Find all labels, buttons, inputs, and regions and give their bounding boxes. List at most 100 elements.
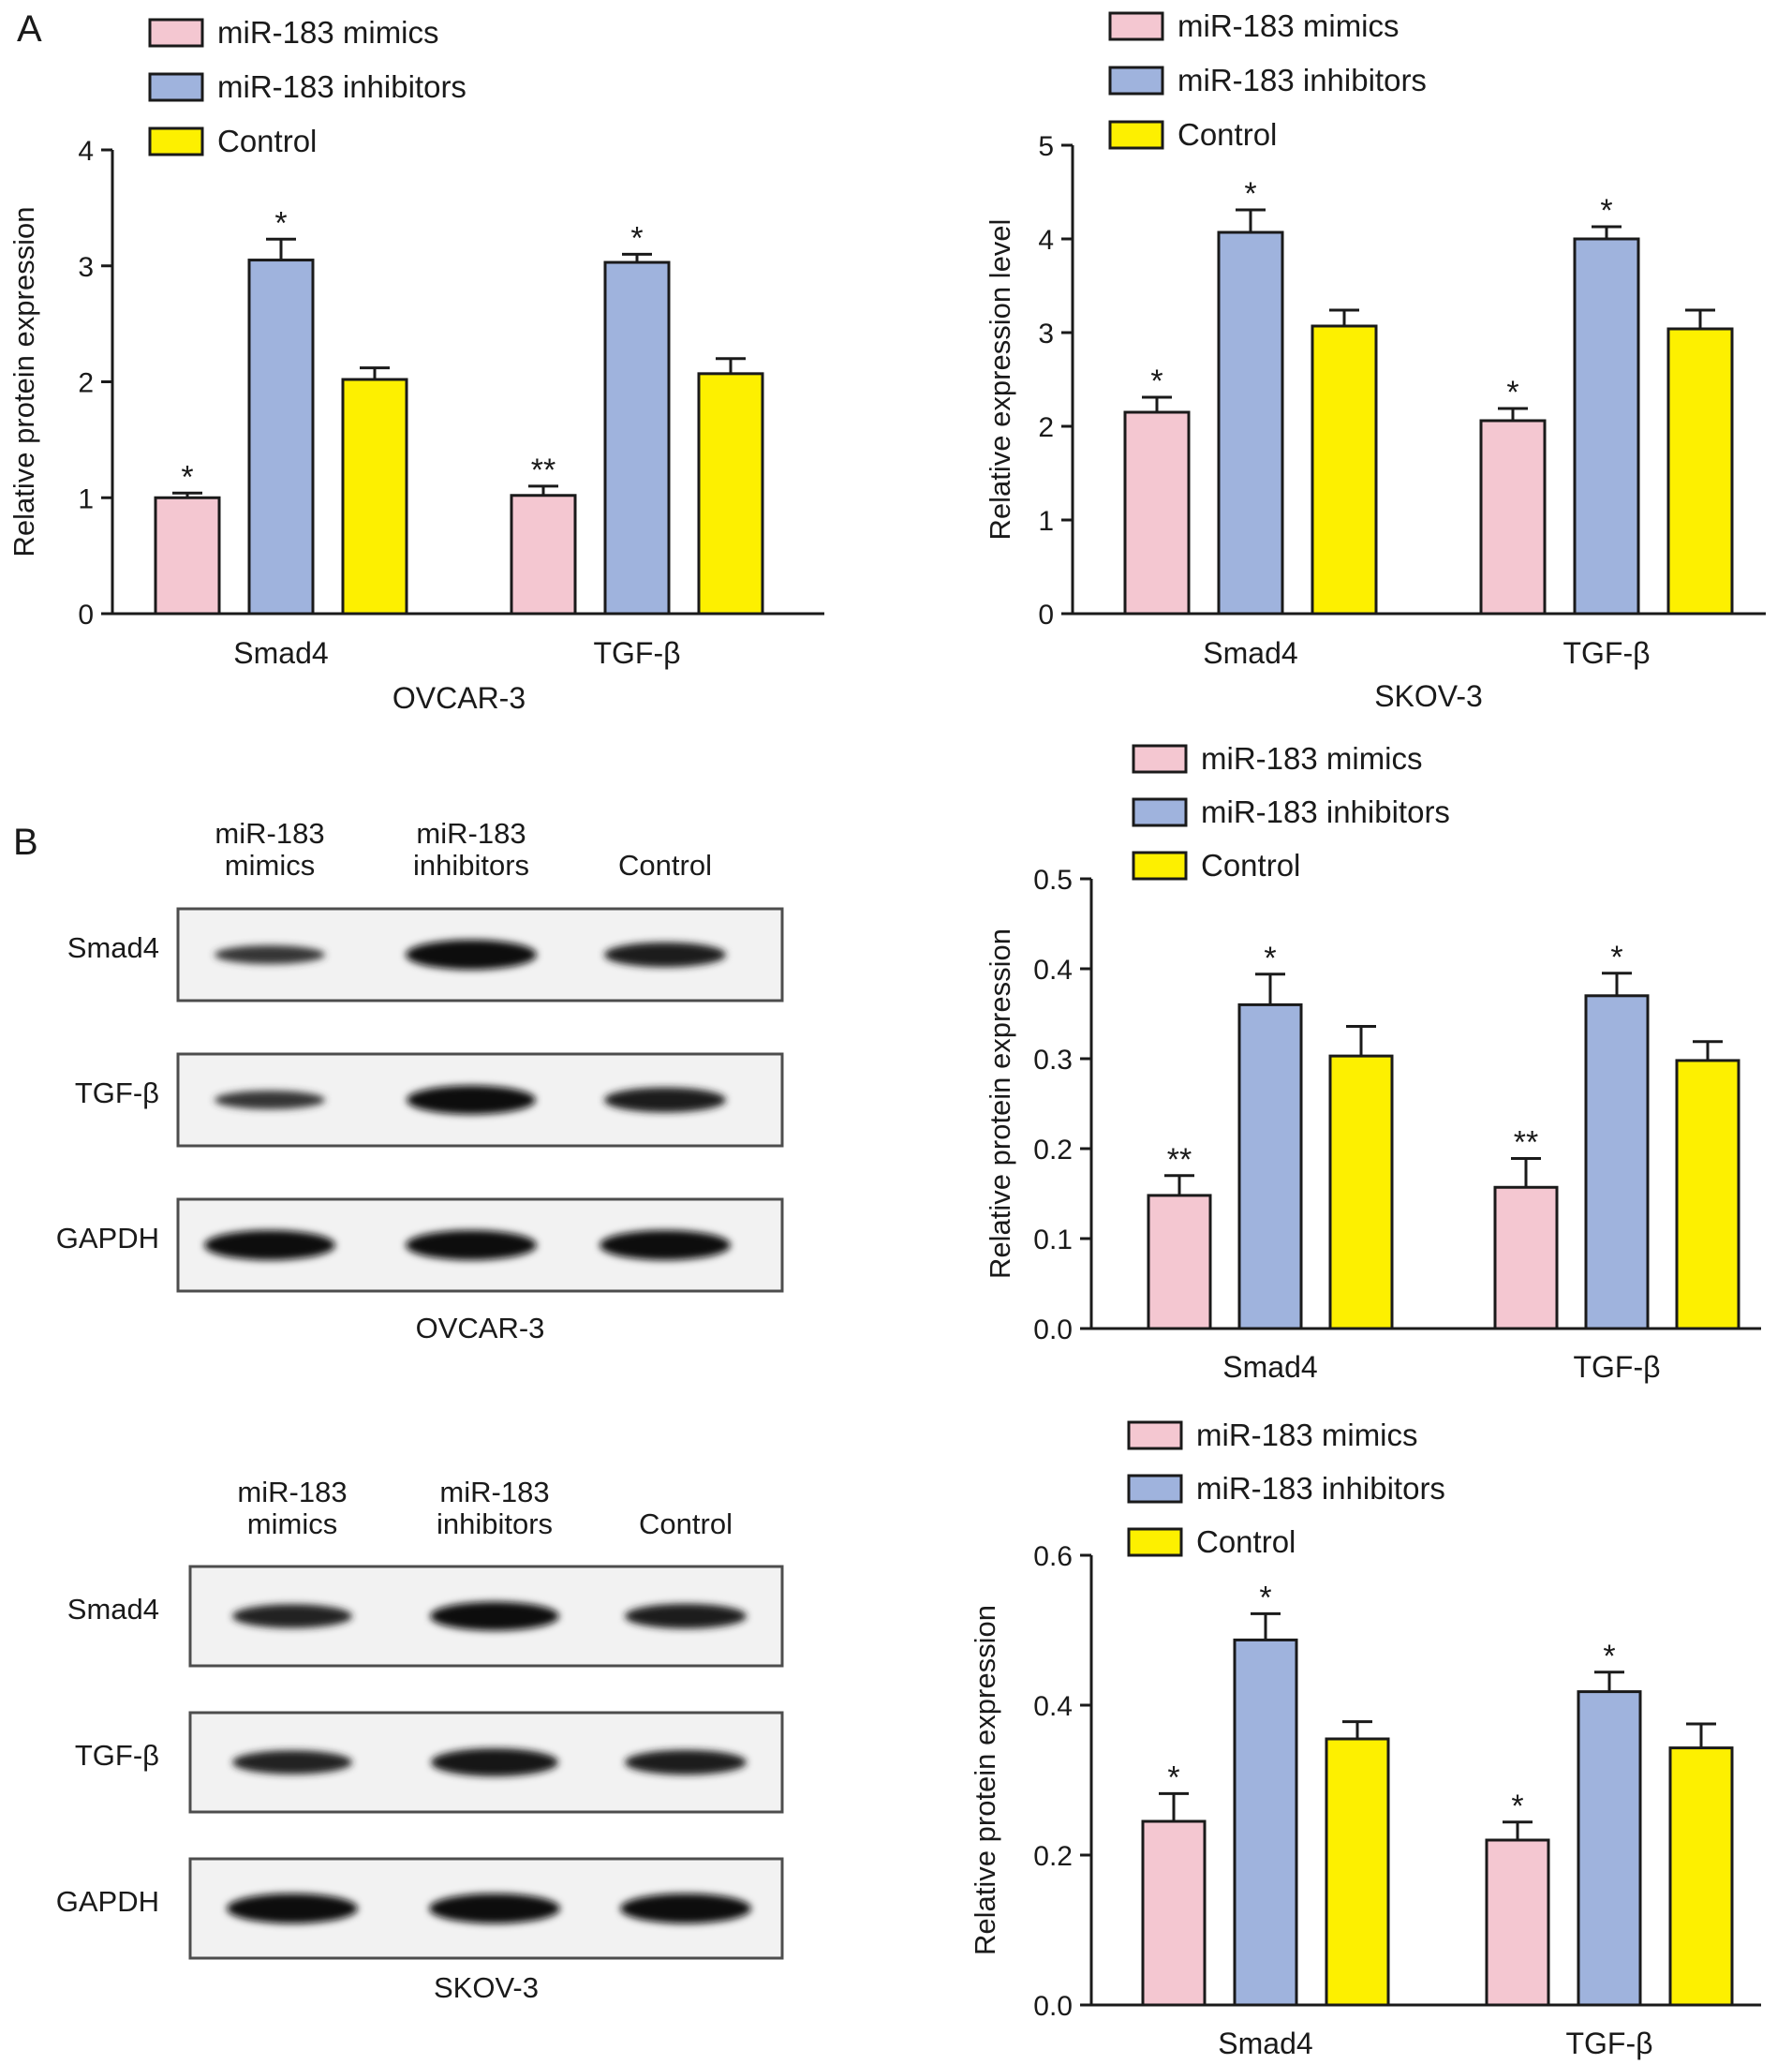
y-tick-label: 0.5	[1033, 865, 1073, 896]
blot-band	[625, 1603, 747, 1629]
bar	[697, 372, 764, 616]
bar	[1325, 1737, 1390, 2007]
legend-swatch	[148, 126, 204, 156]
y-tick-label: 0	[1038, 600, 1054, 631]
bar	[247, 259, 315, 616]
chart-ovcar3-panel-b: miR-183 mimics miR-183 inhibitors Control 0…	[984, 741, 1761, 1384]
blot-row-label: GAPDH	[56, 1222, 159, 1255]
bar	[1668, 1746, 1734, 2007]
legend-swatch	[148, 18, 204, 48]
bar	[1493, 1185, 1559, 1330]
blot-band	[620, 1893, 751, 1923]
bar	[154, 496, 221, 616]
blot-row-label: TGF-β	[75, 1077, 159, 1109]
category-label: Smad4	[233, 636, 328, 670]
legend-swatch	[148, 72, 204, 102]
bar	[1479, 419, 1547, 616]
category-label: Smad4	[1203, 636, 1297, 670]
lane-label-line2: inhibitors	[413, 849, 529, 882]
lane-label-line1: miR-183	[215, 817, 324, 850]
legend-swatch	[1132, 744, 1188, 774]
blot-row-label: TGF-β	[75, 1739, 159, 1772]
legend-label: miR-183 mimics	[217, 15, 439, 50]
significance-marker: *	[630, 220, 643, 256]
blot-row-label: GAPDH	[56, 1885, 159, 1918]
lane-label-line2: mimics	[247, 1507, 337, 1540]
lane-label-line2: mimics	[225, 849, 315, 882]
significance-marker: *	[1264, 941, 1276, 976]
bar	[1577, 1690, 1642, 2007]
blot-caption: OVCAR-3	[416, 1312, 545, 1344]
significance-marker: *	[1244, 176, 1256, 212]
bar	[1675, 1059, 1740, 1330]
legend-label: miR-183 mimics	[1201, 741, 1423, 776]
blot-band	[604, 1087, 726, 1113]
y-tick-label: 0.2	[1033, 1841, 1073, 1872]
y-tick-label: 0.0	[1033, 1991, 1073, 2022]
lane-label-line2: inhibitors	[437, 1507, 553, 1540]
legend-swatch	[1108, 120, 1164, 150]
y-tick-label: 0	[78, 600, 94, 631]
bar	[1233, 1638, 1298, 2007]
category-label: Smad4	[1222, 1350, 1317, 1384]
blot-band	[406, 940, 537, 970]
significance-marker: **	[1514, 1125, 1538, 1161]
y-tick-label: 3	[1038, 319, 1054, 349]
y-tick-label: 2	[78, 368, 94, 399]
panel-b-letter: B	[13, 822, 38, 863]
bar	[1328, 1054, 1394, 1330]
legend-swatch	[1132, 851, 1188, 881]
y-tick-label: 1	[78, 483, 94, 514]
lane-label: Control	[618, 849, 712, 882]
significance-marker: *	[1511, 1789, 1523, 1824]
legend-swatch	[1127, 1527, 1183, 1557]
y-axis-label: Relative expression level	[984, 219, 1016, 541]
blot-band	[215, 945, 325, 964]
category-label: Smad4	[1218, 2027, 1312, 2060]
bar	[1311, 324, 1378, 616]
blot-band	[227, 1893, 358, 1923]
chart-ovcar3-panel-a: miR-183 mimics miR-183 inhibitors Control 0…	[7, 15, 824, 715]
legend-label: miR-183 mimics	[1177, 8, 1400, 43]
bar	[1147, 1194, 1212, 1330]
category-label: TGF-β	[593, 636, 680, 670]
blot-band	[215, 1091, 325, 1109]
blot-band	[604, 942, 726, 968]
significance-marker: *	[1610, 940, 1622, 975]
legend-label: miR-183 inhibitors	[217, 69, 467, 104]
significance-marker: *	[1150, 364, 1163, 399]
category-label: TGF-β	[1573, 1350, 1660, 1384]
bar	[603, 260, 671, 616]
y-tick-label: 0.0	[1033, 1314, 1073, 1345]
y-tick-label: 4	[78, 136, 94, 167]
legend-swatch	[1108, 11, 1164, 41]
legend-label: miR-183 inhibitors	[1196, 1471, 1445, 1506]
bar	[341, 378, 408, 616]
blot-band	[407, 1085, 536, 1115]
lane-label: Control	[639, 1507, 733, 1540]
panel-a-letter: A	[17, 8, 42, 50]
bar	[1573, 237, 1640, 616]
bar	[1217, 230, 1284, 616]
y-tick-label: 0.2	[1033, 1135, 1073, 1166]
legend-label: Control	[1201, 848, 1300, 883]
y-tick-label: 1	[1038, 506, 1054, 537]
legend-swatch	[1127, 1420, 1183, 1450]
lane-label-line1: miR-183	[237, 1476, 347, 1508]
significance-marker: *	[274, 205, 287, 241]
legend-label: miR-183 mimics	[1196, 1418, 1418, 1452]
lane-label-line1: miR-183	[439, 1476, 549, 1508]
blot-band	[431, 1748, 558, 1776]
legend-label: miR-183 inhibitors	[1177, 63, 1427, 97]
y-tick-label: 2	[1038, 412, 1054, 443]
y-tick-label: 0.3	[1033, 1045, 1073, 1076]
bar	[1141, 1819, 1207, 2007]
blot-band	[600, 1230, 731, 1260]
y-axis-label: Relative protein expression	[7, 207, 40, 557]
y-tick-label: 3	[78, 252, 94, 283]
y-axis-label: Relative protein expression	[984, 928, 1016, 1279]
y-tick-label: 0.1	[1033, 1225, 1073, 1255]
blot-band	[406, 1230, 537, 1260]
